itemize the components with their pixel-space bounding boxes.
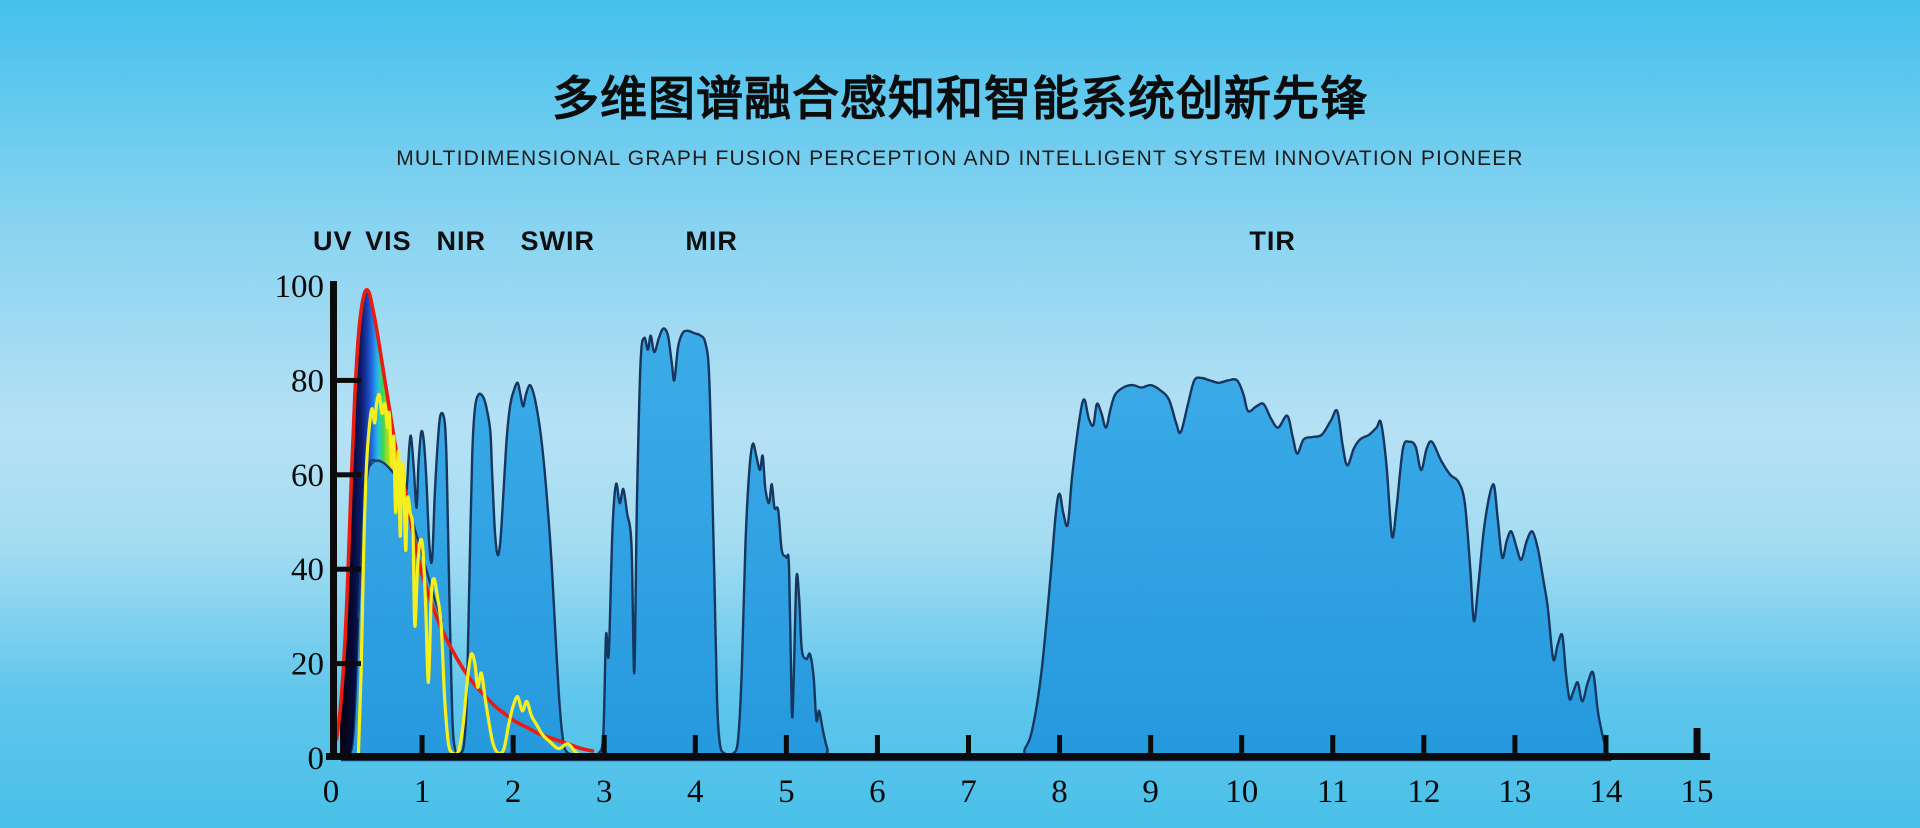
rainbow-spectrum-area <box>340 289 406 759</box>
x-tick-label: 6 <box>869 774 886 810</box>
x-tick <box>783 735 789 753</box>
y-tick-label: 0 <box>308 741 325 777</box>
x-axis-line <box>326 753 1710 760</box>
y-tick-label: 80 <box>291 363 324 399</box>
x-tick <box>1057 735 1063 753</box>
y-tick-label: 100 <box>275 269 325 305</box>
x-tick <box>1148 735 1154 753</box>
x-tick <box>874 735 880 753</box>
x-tick-label: 9 <box>1142 774 1159 810</box>
x-tick-label: 0 <box>323 774 340 810</box>
x-tick <box>692 735 698 753</box>
band-label-tir: TIR <box>1249 226 1296 256</box>
x-tick-label: 4 <box>687 774 704 810</box>
x-tick <box>1239 735 1245 753</box>
y-tick <box>337 377 361 383</box>
x-tick-label: 5 <box>778 774 795 810</box>
x-tick-label: 14 <box>1589 774 1622 810</box>
x-tick <box>1421 735 1427 753</box>
x-tick-label: 11 <box>1317 774 1349 810</box>
y-tick <box>337 661 361 667</box>
y-tick <box>337 472 361 478</box>
x-tick <box>1330 735 1336 753</box>
x-tick-label: 2 <box>505 774 522 810</box>
page-subtitle: MULTIDIMENSIONAL GRAPH FUSION PERCEPTION… <box>396 147 1524 170</box>
y-axis-line <box>330 281 337 760</box>
y-tick-label: 20 <box>291 647 324 683</box>
y-tick <box>337 566 361 572</box>
x-tick <box>1603 735 1609 753</box>
x-tick <box>510 735 516 753</box>
transmission-area <box>340 327 1612 762</box>
x-tick-label: 1 <box>414 774 431 810</box>
x-tick-label: 3 <box>596 774 613 810</box>
x-tick <box>965 735 971 753</box>
x-tick <box>1512 735 1518 753</box>
y-tick-label: 60 <box>291 458 324 494</box>
x-tick <box>601 735 607 753</box>
band-label-mir: MIR <box>685 226 738 256</box>
x-tick-label: 12 <box>1407 774 1440 810</box>
band-label-uv: UV <box>313 226 353 256</box>
x-tick-label: 13 <box>1498 774 1531 810</box>
solar-curve <box>356 392 597 760</box>
y-tick-label: 40 <box>291 552 324 588</box>
page-title: 多维图谱融合感知和智能系统创新先锋 <box>552 72 1368 125</box>
x-tick <box>1693 728 1701 753</box>
x-tick-label: 8 <box>1051 774 1068 810</box>
band-label-swir: SWIR <box>520 226 595 256</box>
x-tick <box>419 735 425 753</box>
band-label-nir: NIR <box>436 226 486 256</box>
x-tick-label: 15 <box>1681 774 1714 810</box>
x-tick-label: 10 <box>1225 774 1258 810</box>
band-label-vis: VIS <box>365 226 412 256</box>
x-tick-label: 7 <box>960 774 977 810</box>
